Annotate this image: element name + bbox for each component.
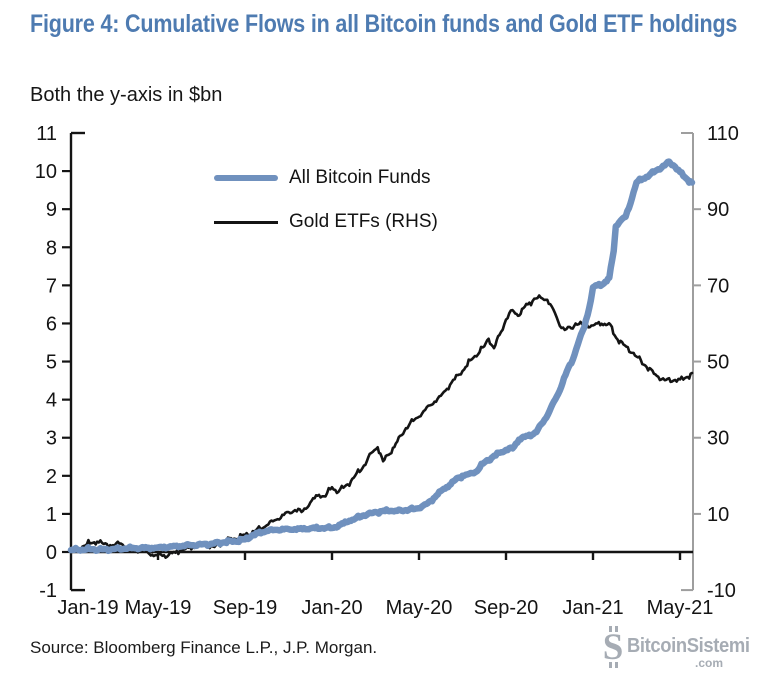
figure-title: Figure 4: Cumulative Flows in all Bitcoi… — [30, 10, 738, 38]
y-axis-right: 110 90 70 50 30 10 -10 — [681, 123, 739, 602]
x-axis: Jan-19 May-19 Sep-19 Jan-20 May-20 Sep-20 Jan-… — [57, 550, 714, 619]
x-axis-tick-label: Jan-19 — [57, 597, 118, 619]
all-bitcoin-funds-line — [67, 158, 696, 555]
legend-item-bitcoin: All Bitcoin Funds — [214, 166, 438, 190]
left-axis-tick-label: 8 — [46, 237, 57, 259]
legend-label-gold: Gold ETFs (RHS) — [289, 211, 438, 232]
source-note: Source: Bloomberg Finance L.P., J.P. Mor… — [30, 638, 378, 657]
x-axis-tick-label: Sep-20 — [474, 597, 539, 619]
left-axis-tick-label: 6 — [46, 313, 57, 335]
right-axis-tick-label: 110 — [707, 123, 739, 145]
right-axis-tick-label: 90 — [707, 199, 729, 221]
left-axis-tick-label: 4 — [46, 390, 57, 412]
left-axis-tick-label: 1 — [46, 504, 57, 526]
right-axis-tick-label: 50 — [707, 352, 729, 374]
gold-line-swatch — [214, 220, 278, 224]
legend-item-gold: Gold ETFs (RHS) — [214, 210, 438, 234]
gold-etfs-line — [69, 294, 694, 559]
left-axis-tick-label: 5 — [46, 352, 57, 374]
x-axis-tick-label: Jan-21 — [562, 597, 623, 619]
bitcoin-logo-icon: S — [602, 626, 624, 668]
x-axis-tick-label: May-20 — [386, 597, 453, 619]
right-axis-tick-label: -10 — [707, 580, 736, 602]
x-axis-tick-label: May-19 — [125, 597, 192, 619]
right-axis-tick-label: 10 — [707, 504, 729, 526]
watermark-tld: .com — [695, 656, 724, 670]
left-axis-tick-label: 10 — [35, 161, 57, 183]
left-axis-tick-label: 7 — [46, 275, 57, 297]
left-axis-tick-label: 2 — [46, 466, 57, 488]
left-axis-tick-label: 11 — [36, 123, 57, 145]
x-axis-tick-label: May-21 — [647, 597, 714, 619]
x-axis-tick-label: Sep-19 — [213, 597, 278, 619]
figure-subtitle: Both the y-axis in $bn — [30, 84, 223, 106]
right-axis-tick-label: 30 — [707, 428, 729, 450]
bitcoinsistemi-watermark: S BitcoinSistemi .com — [597, 626, 762, 674]
left-axis-tick-label: 3 — [46, 428, 57, 450]
left-axis-tick-label: 0 — [46, 542, 57, 564]
right-axis-tick-label: 70 — [707, 275, 729, 297]
chart-legend: All Bitcoin Funds Gold ETFs (RHS) — [214, 166, 438, 254]
watermark-name: BitcoinSistemi — [627, 635, 750, 657]
x-axis-tick-label: Jan-20 — [301, 597, 362, 619]
bitcoin-line-swatch — [214, 175, 278, 181]
left-axis-tick-label: 9 — [46, 199, 57, 221]
legend-label-bitcoin: All Bitcoin Funds — [289, 167, 431, 188]
left-axis-tick-label: -1 — [39, 580, 57, 602]
